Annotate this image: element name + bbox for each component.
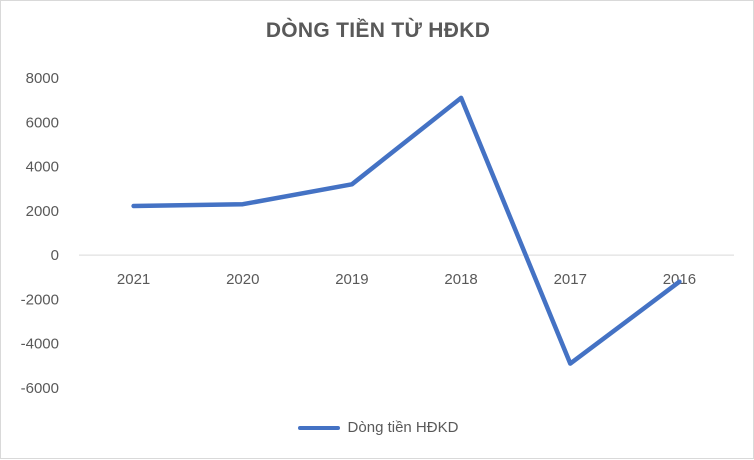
legend-label: Dòng tiền HĐKD [347,419,459,436]
y-tick-label: -4000 [21,336,59,353]
chart-title: DÒNG TIỀN TỪ HĐKD [265,19,491,42]
legend[interactable]: Dòng tiền HĐKD [1,419,754,436]
y-tick-label: -6000 [21,380,59,397]
x-tick-label: 2018 [444,271,477,288]
x-tick-label: 2020 [226,271,259,288]
y-tick-label: 6000 [26,114,59,131]
y-tick-label: 8000 [26,70,59,87]
x-tick-label: 2019 [335,271,368,288]
y-tick-label: -2000 [21,291,59,308]
y-tick-label: 4000 [26,159,59,176]
y-tick-label: 0 [51,247,59,264]
x-tick-label: 2017 [554,271,587,288]
x-tick-label: 2021 [117,271,150,288]
legend-line-swatch [297,425,340,430]
series-line [131,95,682,366]
series-group [131,95,682,366]
x-axis-tick-labels: 2021 2020 2019 2018 2017 2016 [117,271,696,288]
y-tick-label: 2000 [26,203,59,220]
y-axis-ticks: 8000 6000 4000 2000 0 -2000 -4000 -6000 [21,70,59,397]
